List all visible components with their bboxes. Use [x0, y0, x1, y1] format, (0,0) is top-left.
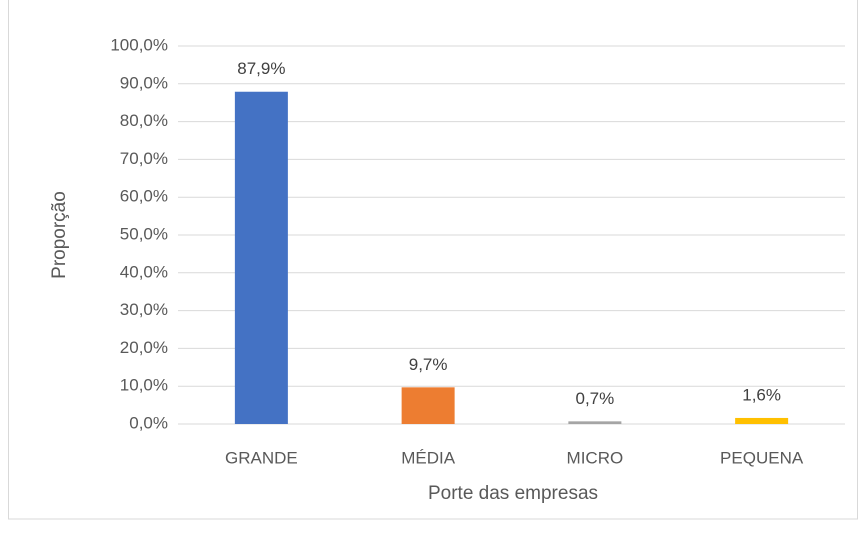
- y-tick-label: 60,0%: [120, 187, 168, 206]
- x-tick-label: GRANDE: [225, 448, 298, 467]
- y-tick-label: 90,0%: [120, 73, 168, 92]
- y-tick-label: 40,0%: [120, 262, 168, 281]
- data-label: 87,9%: [237, 59, 285, 78]
- y-tick-label: 10,0%: [120, 376, 168, 395]
- y-tick-label: 20,0%: [120, 338, 168, 357]
- y-tick-label: 70,0%: [120, 149, 168, 168]
- x-axis-label: Porte das empresas: [428, 483, 598, 504]
- chart-frame: [8, 0, 858, 520]
- y-axis-label: Proporção: [49, 191, 70, 279]
- bar: [234, 91, 288, 424]
- x-tick-label: MÉDIA: [401, 448, 456, 467]
- y-tick-label: 0,0%: [129, 413, 168, 432]
- data-label: 9,7%: [409, 355, 448, 374]
- x-tick-label: MICRO: [567, 448, 624, 467]
- y-tick-label: 100,0%: [110, 35, 168, 54]
- bar: [401, 387, 455, 424]
- bar: [568, 421, 622, 424]
- y-tick-label: 80,0%: [120, 111, 168, 130]
- y-tick-label: 50,0%: [120, 224, 168, 243]
- y-tick-label: 30,0%: [120, 300, 168, 319]
- data-label: 0,7%: [576, 389, 615, 408]
- x-tick-label: PEQUENA: [720, 448, 804, 467]
- bar: [735, 417, 789, 424]
- data-label: 1,6%: [742, 385, 781, 404]
